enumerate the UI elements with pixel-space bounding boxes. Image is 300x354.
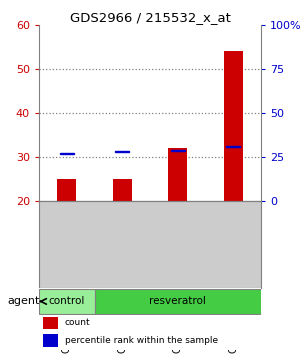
Bar (115, 152, 130, 153)
Text: control: control (49, 296, 85, 307)
Text: agent: agent (7, 296, 40, 307)
Bar (39, 289, 94, 314)
Text: resveratrol: resveratrol (149, 296, 206, 307)
Bar (224, 51, 243, 201)
Bar (94, 289, 261, 314)
Bar (59, 153, 74, 154)
Bar (57, 179, 76, 201)
Text: percentile rank within the sample: percentile rank within the sample (64, 336, 218, 345)
Bar (226, 146, 241, 147)
Bar (44, 317, 58, 329)
Title: GDS2966 / 215532_x_at: GDS2966 / 215532_x_at (70, 11, 230, 24)
Bar (112, 179, 132, 201)
Text: count: count (64, 318, 90, 327)
Bar (168, 148, 188, 201)
Bar (44, 335, 58, 347)
Bar (170, 150, 185, 151)
